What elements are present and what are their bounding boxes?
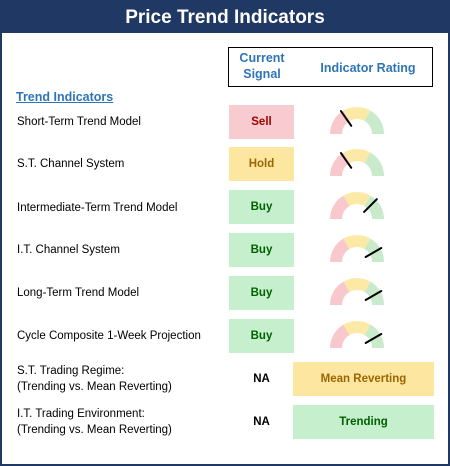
gauge-icon — [330, 107, 384, 134]
gauge-hold-band — [343, 192, 371, 207]
gauge-hold-band — [343, 278, 371, 293]
gauge-icon — [330, 149, 384, 176]
gauge-hold-band — [343, 107, 371, 122]
indicator-label: Short-Term Trend Model — [17, 116, 141, 128]
indicator-label: I.T. Channel System — [17, 244, 120, 256]
gauge-buy-band — [364, 195, 384, 219]
gauge-hold-band — [343, 149, 371, 164]
indicator-rating-header: Indicator Rating — [320, 61, 416, 75]
gauge-needle — [339, 152, 353, 169]
regime-label: I.T. Trading Environment: (Trending vs. … — [17, 406, 172, 438]
indicator-label: Long-Term Trend Model — [17, 287, 140, 299]
signal-badge: Buy — [229, 190, 294, 224]
regime-rating-badge: Trending — [293, 405, 434, 439]
gauge-needle — [364, 333, 383, 344]
current-signal-header-line2: Signal — [243, 67, 281, 81]
regime-signal: NA — [253, 416, 270, 428]
current-signal-header-line1: Current — [239, 51, 285, 65]
regime-label-line1: S.T. Trading Regime: — [17, 365, 125, 377]
gauge-icon — [330, 321, 384, 348]
regime-rating-badge: Mean Reverting — [293, 362, 434, 396]
trend-indicators-section-label: Trend Indicators — [16, 90, 114, 104]
gauge-needle — [364, 247, 383, 258]
gauge-sell-band — [330, 281, 350, 305]
gauge-buy-band — [364, 281, 384, 305]
gauge-icon — [330, 235, 384, 262]
gauge-hold-band — [343, 321, 371, 336]
gauge-needle — [364, 290, 383, 301]
signal-badge: Buy — [229, 276, 294, 310]
gauge-sell-band — [330, 324, 350, 348]
gauge-icon — [330, 278, 384, 305]
gauge-sell-band — [330, 195, 350, 219]
gauge-buy-band — [364, 110, 384, 134]
gauge-needle — [339, 110, 353, 127]
gauge-hold-band — [343, 235, 371, 250]
gauge-needle — [363, 198, 378, 213]
column-header-box — [228, 47, 433, 87]
gauge-buy-band — [364, 152, 384, 176]
gauge-buy-band — [364, 324, 384, 348]
page-title: Price Trend Indicators — [2, 2, 448, 33]
indicator-label: Cycle Composite 1-Week Projection — [17, 330, 201, 342]
indicator-label: Intermediate-Term Trend Model — [17, 202, 178, 214]
regime-signal: NA — [253, 373, 270, 385]
gauge-sell-band — [330, 238, 350, 262]
signal-badge: Hold — [229, 147, 294, 181]
gauge-buy-band — [364, 238, 384, 262]
regime-label: S.T. Trading Regime: (Trending vs. Mean … — [17, 363, 172, 395]
indicator-label: S.T. Channel System — [17, 158, 125, 170]
regime-label-line2: (Trending vs. Mean Reverting) — [17, 424, 172, 436]
regime-label-line1: I.T. Trading Environment: — [17, 408, 145, 420]
signal-badge: Sell — [229, 105, 294, 139]
regime-label-line2: (Trending vs. Mean Reverting) — [17, 381, 172, 393]
signal-badge: Buy — [229, 319, 294, 353]
gauge-icon — [330, 192, 384, 219]
signal-badge: Buy — [229, 233, 294, 267]
current-signal-header: Current Signal — [228, 50, 296, 82]
